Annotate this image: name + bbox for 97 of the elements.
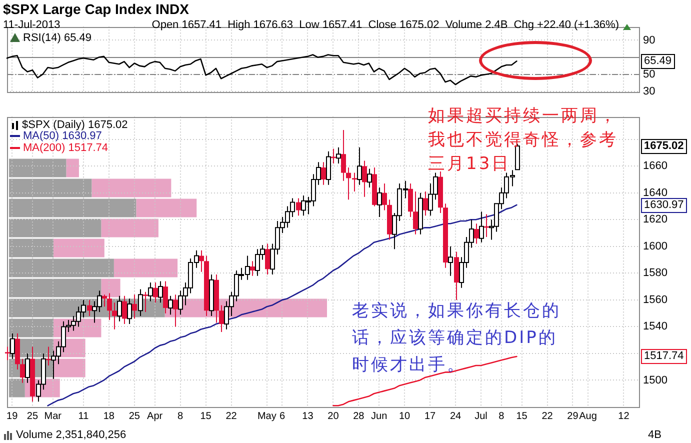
- bar: [9, 318, 54, 338]
- y-tick-label: 1500: [643, 374, 668, 386]
- x-tick-label: 6: [279, 410, 286, 422]
- annotation: $SPX (Daily) 1675.02: [22, 119, 128, 131]
- candlestick: [250, 260, 255, 276]
- x-tick-label: 15: [516, 410, 528, 422]
- x-tick-label: 8: [498, 410, 505, 422]
- x-tick-label: Apr: [147, 410, 164, 422]
- bar: [9, 238, 54, 258]
- candlestick: [474, 223, 479, 244]
- x-tick-label: 25: [26, 410, 38, 422]
- bar: [9, 158, 66, 178]
- bar: [9, 378, 25, 398]
- legend-label: MA(50) 1630.97: [23, 130, 102, 142]
- bar: [54, 358, 86, 378]
- annotation: 老实说，如果你有长仓的话，应该等确定的DIP的时候才出手。: [352, 300, 562, 377]
- text: 1630.97: [641, 198, 687, 213]
- x-tick-label: 8: [178, 410, 184, 422]
- y-tick-label: 1560: [643, 294, 668, 306]
- candlestick: [362, 160, 367, 198]
- candlestick: [107, 292, 112, 321]
- bar: [101, 278, 120, 298]
- candlestick: [143, 291, 148, 312]
- y-tick-label: 1540: [643, 320, 668, 333]
- text: Volume 2,351,840,256: [16, 429, 126, 442]
- x-tick-label: 20: [328, 410, 340, 422]
- x-tick-label: 19: [6, 410, 18, 422]
- bar: [136, 198, 197, 218]
- candlestick: [321, 162, 326, 186]
- y-tick-label: 1660: [643, 160, 668, 172]
- candlestick: [408, 183, 413, 218]
- candlestick: [265, 243, 270, 276]
- y-tick-label: 1640: [643, 186, 668, 199]
- text: 65.49: [641, 54, 675, 70]
- x-tick-label: 28: [353, 410, 365, 422]
- candlestick: [5, 346, 10, 361]
- text: 4B: [648, 429, 662, 442]
- bar: [101, 218, 158, 238]
- x-tick-label: 25: [128, 410, 140, 422]
- candlestick: [331, 148, 336, 164]
- y-tick-label: 1580: [643, 267, 668, 280]
- y-tick-label: 1600: [643, 240, 668, 252]
- candlestick: [122, 295, 127, 325]
- candlestick: [163, 280, 168, 314]
- candlestick: [346, 166, 351, 200]
- x-tick-label: Aug: [579, 410, 597, 422]
- x-tick-label: Mar: [44, 410, 62, 422]
- bar: [9, 278, 102, 298]
- candlestick: [341, 129, 346, 182]
- x-tick-label: May: [257, 410, 276, 422]
- text: 1675.02: [641, 139, 687, 154]
- x-tick-label: 29: [567, 410, 579, 422]
- bar: [9, 258, 114, 278]
- candlestick: [20, 358, 25, 384]
- x-tick-label: Jun: [371, 410, 388, 422]
- candlestick: [153, 282, 158, 304]
- annotation: Open 1657.41 High 1676.63 Low 1657.41 Close 1675.02 Volume 2.4B Chg +22.40 (+1.36%): [152, 19, 619, 32]
- y-tick-label: 50: [643, 68, 656, 80]
- candlestick: [132, 294, 137, 320]
- y-tick-label: 1620: [643, 214, 668, 226]
- x-tick-label: 24: [450, 410, 462, 422]
- candlestick: [102, 294, 107, 308]
- bar: [114, 258, 178, 278]
- candlestick: [173, 294, 178, 328]
- y-tick-label: 90: [643, 34, 656, 46]
- candlestick: [219, 304, 224, 333]
- candlestick: [87, 299, 92, 316]
- legend-label: MA(200) 1517.74: [23, 142, 108, 154]
- x-tick-label: 17: [424, 410, 436, 422]
- bar: [9, 178, 92, 198]
- candlestick: [413, 191, 418, 235]
- bar: [92, 178, 172, 198]
- bar: [9, 218, 102, 238]
- annotation: 11-Jul-2013: [3, 19, 60, 32]
- bar: [54, 238, 104, 258]
- bar: [9, 198, 136, 218]
- x-tick-label: 15: [200, 410, 212, 422]
- chart-title: $SPX Large Cap Index INDX: [3, 1, 189, 18]
- candlestick: [199, 250, 204, 272]
- x-tick-label: 12: [618, 410, 630, 422]
- candlestick: [112, 302, 117, 330]
- text: 1517.74: [641, 349, 687, 364]
- candlestick: [423, 191, 428, 216]
- x-tick-label: 10: [398, 410, 411, 422]
- annotation: 如果超买持续一两周，我也不觉得奇怪，参考三月13日: [428, 105, 619, 176]
- candlestick: [296, 198, 301, 216]
- x-tick-label: Jul: [474, 410, 488, 422]
- candlestick: [352, 172, 357, 192]
- x-tick-label: 22: [542, 410, 554, 422]
- bar: [66, 158, 79, 178]
- candlestick: [382, 183, 387, 211]
- series-label: RSI(14) 65.49: [23, 32, 92, 44]
- x-tick-label: 11: [78, 410, 90, 422]
- y-tick-label: 30: [643, 85, 656, 98]
- x-tick-label: 18: [103, 410, 115, 422]
- x-tick-label: 13: [302, 410, 314, 422]
- x-tick-label: 22: [226, 410, 238, 422]
